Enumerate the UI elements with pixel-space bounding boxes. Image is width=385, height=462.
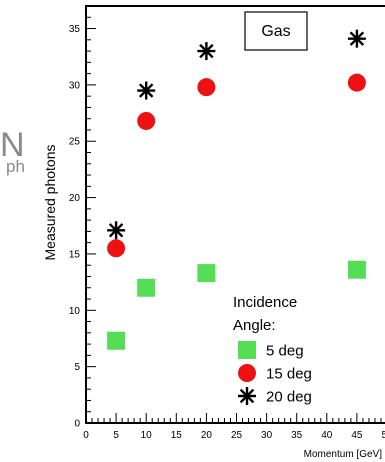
x-tick-label: 10 (141, 430, 153, 441)
data-point-circle (137, 111, 156, 130)
axis-ticks (85, 5, 382, 424)
data-point-asterisk (107, 221, 126, 240)
x-tick-label: 25 (231, 430, 243, 441)
data-points (107, 29, 366, 350)
x-tick-label: 20 (201, 430, 213, 441)
legend-marker-asterisk (238, 387, 256, 405)
plot-frame (85, 5, 385, 424)
side-label-main: N (0, 126, 25, 164)
data-point-square (107, 331, 126, 350)
gas-label-box: Gas (244, 11, 308, 51)
data-point-asterisk (197, 42, 216, 61)
y-tick-label: 20 (69, 193, 81, 204)
y-tick-label: 25 (69, 137, 81, 148)
asterisk-stroke (199, 43, 214, 59)
data-point-asterisk (137, 81, 156, 100)
x-axis-label: Momentum [GeV] (304, 449, 383, 460)
legend-label: 20 deg (266, 389, 312, 406)
x-tick-label: 5 (113, 430, 119, 441)
data-point-circle (347, 73, 366, 92)
data-point-circle (197, 78, 216, 97)
x-tick-label: 40 (321, 430, 333, 441)
x-tick-label: 30 (261, 430, 273, 441)
x-tick-label: 0 (83, 430, 89, 441)
asterisk-stroke (239, 388, 255, 404)
data-point-square (137, 278, 156, 297)
legend-marker-square (238, 341, 256, 359)
y-tick-label: 35 (69, 24, 81, 35)
legend-title-line-2: Angle: (233, 317, 276, 334)
cut-off-side-label: N ph (0, 128, 40, 180)
asterisk-stroke (138, 83, 154, 98)
x-tick-label: 35 (291, 430, 303, 441)
data-point-square (197, 264, 216, 283)
asterisk-stroke (108, 223, 124, 238)
data-point-asterisk (347, 29, 366, 48)
y-tick-label: 10 (69, 306, 81, 317)
legend-title-line-1: Incidence (233, 294, 297, 311)
y-axis-label: Measured photons (42, 145, 58, 261)
tick-labels: 0 5 10 15 20 25 30 35 40 45 50 0 5 10 15 20 25 30 35 (69, 24, 385, 441)
y-tick-label: 15 (69, 249, 81, 260)
x-tick-label: 45 (351, 430, 363, 441)
gas-box-frame (244, 11, 308, 51)
x-tick-label: 15 (171, 430, 183, 441)
legend-label: 5 deg (266, 343, 304, 360)
asterisk-stroke (349, 31, 365, 46)
y-tick-label: 5 (74, 362, 80, 373)
y-tick-label: 30 (69, 80, 81, 91)
data-point-square (347, 260, 366, 279)
x-tick-label: 50 (381, 430, 385, 441)
data-point-circle (107, 239, 126, 258)
side-label-subscript: ph (6, 157, 25, 176)
gas-label: Gas (261, 23, 290, 40)
y-tick-label: 0 (74, 419, 80, 430)
legend: Incidence Angle: 5 deg 15 deg 20 deg (233, 294, 312, 406)
legend-label: 15 deg (266, 366, 312, 383)
legend-items: 5 deg 15 deg 20 deg (238, 341, 312, 406)
legend-marker-circle (238, 364, 256, 382)
